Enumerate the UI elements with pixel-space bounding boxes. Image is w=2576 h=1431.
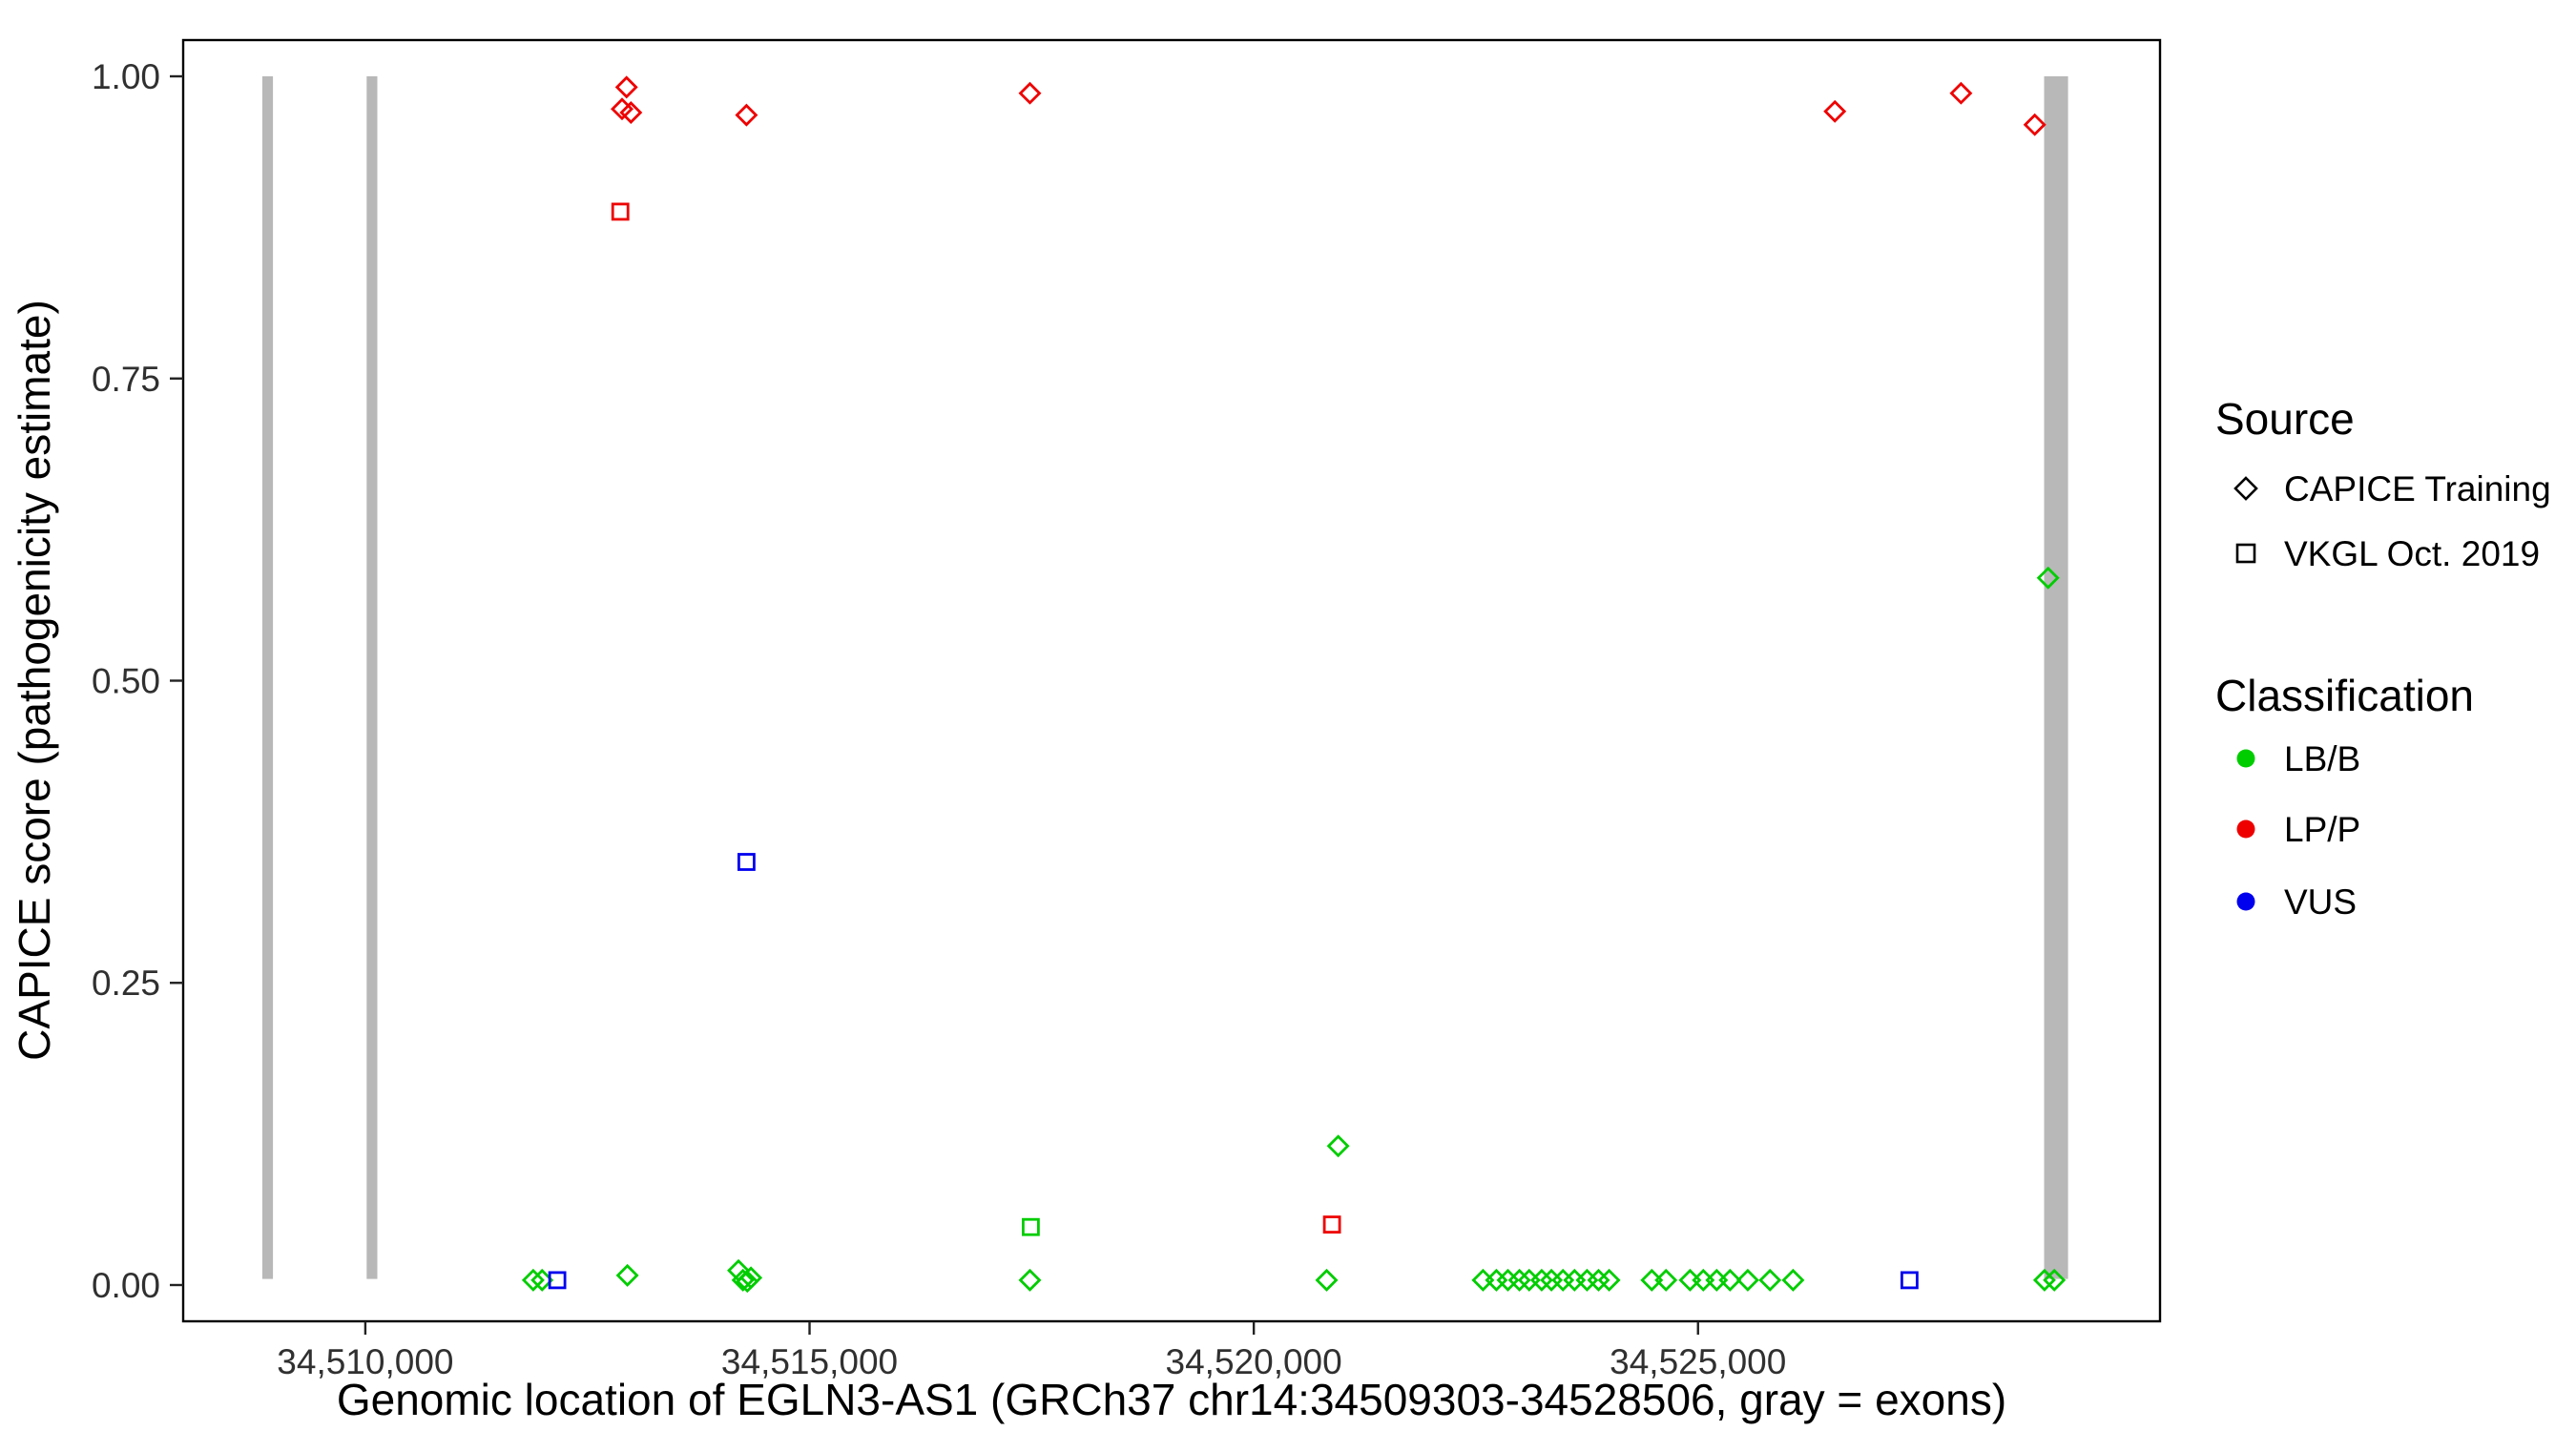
data-point-diamond [1315,1268,1339,1292]
legend-item-vkgl: VKGL Oct. 2019 [2235,534,2540,573]
exon-bar [261,76,274,1279]
legend-item-lpp: LP/P [2236,810,2360,849]
legend: Source CAPICE Training VKGL Oct. 2019 Cl… [2215,394,2551,922]
y-axis-title: CAPICE score (pathogenicity estimate) [10,300,59,1061]
legend-label-vus: VUS [2284,882,2357,922]
data-point-square [1322,1215,1341,1234]
data-point-diamond [1018,1268,1042,1292]
data-point-diamond [1529,1268,1553,1292]
diamond-key-icon [2233,476,2258,501]
data-point-diamond [739,1266,763,1290]
data-point-diamond [619,101,643,124]
x-tick-label: 34,525,000 [1610,1342,1786,1381]
y-tick-label: 0.00 [92,1266,160,1305]
data-point-diamond [1551,1268,1575,1292]
data-point-diamond [615,1263,639,1287]
data-point-square [1901,1271,1919,1290]
data-point-diamond [1018,81,1042,105]
exon-bar [366,76,378,1279]
data-point-diamond [2023,113,2046,136]
y-tick-label: 0.75 [92,360,160,399]
data-point-diamond [1563,1268,1587,1292]
data-point-diamond [1949,81,1973,105]
data-point-diamond [1718,1268,1742,1292]
x-tick-label: 34,510,000 [277,1342,453,1381]
data-point-diamond [521,1268,545,1292]
x-axis-title: Genomic location of EGLN3-AS1 (GRCh37 ch… [337,1375,2006,1424]
data-point-diamond [2032,1268,2056,1292]
x-axis: 34,510,000 34,515,000 34,520,000 34,525,000 [277,1321,1786,1381]
data-point-square [737,853,756,871]
exon-bars-layer [261,76,2068,1279]
legend-label-vkgl: VKGL Oct. 2019 [2284,534,2540,573]
square-key-icon [2235,543,2256,564]
vus-dot-icon [2236,892,2255,911]
panel-border [181,38,2162,1323]
y-tick-label: 0.25 [92,964,160,1003]
exon-bar [2044,76,2068,1279]
lbb-dot-icon [2236,749,2255,768]
data-point-diamond [1575,1268,1599,1292]
data-point-diamond [614,75,638,99]
data-point-diamond [2036,566,2060,590]
data-point-square [1022,1217,1040,1236]
data-point-diamond [1485,1268,1508,1292]
data-point-square [548,1271,567,1290]
data-point-diamond [1705,1268,1729,1292]
data-point-diamond [735,103,758,127]
data-point-diamond [731,1268,755,1292]
legend-item-capice-training: CAPICE Training [2233,469,2551,508]
data-point-diamond [1781,1268,1805,1292]
data-point-diamond [1597,1268,1621,1292]
data-point-diamond [1692,1268,1715,1292]
x-tick-label: 34,520,000 [1166,1342,1342,1381]
data-point-diamond [1640,1268,1664,1292]
data-point-diamond [1471,1268,1495,1292]
data-point-diamond [611,97,634,121]
data-point-diamond [1496,1268,1520,1292]
legend-label-lbb: LB/B [2284,739,2360,778]
data-point-diamond [1678,1268,1702,1292]
legend-item-vus: VUS [2236,882,2357,922]
data-point-diamond [1587,1268,1610,1292]
legend-label-capice-training: CAPICE Training [2284,469,2551,508]
y-tick-label: 0.50 [92,662,160,701]
x-tick-label: 34,515,000 [721,1342,898,1381]
data-point-square [611,202,630,221]
data-point-diamond [1823,99,1847,123]
y-axis: 0.00 0.25 0.50 0.75 1.00 [92,57,183,1305]
legend-source-title: Source [2215,394,2355,444]
data-point-diamond [1507,1268,1531,1292]
lpp-dot-icon [2236,819,2255,839]
data-point-diamond [727,1258,750,1282]
y-tick-label: 1.00 [92,57,160,96]
legend-label-lpp: LP/P [2284,810,2360,849]
legend-classification-title: Classification [2215,671,2474,720]
legend-item-lbb: LB/B [2236,739,2360,778]
data-point-diamond [1758,1268,1782,1292]
data-points-layer [521,75,2067,1294]
data-point-diamond [1326,1134,1350,1158]
data-point-diamond [2043,1268,2067,1292]
data-point-diamond [1735,1268,1759,1292]
data-point-diamond [1654,1268,1678,1292]
